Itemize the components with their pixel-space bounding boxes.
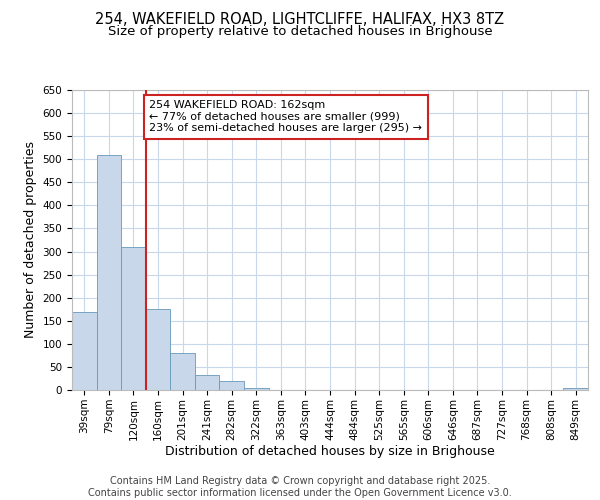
Text: Size of property relative to detached houses in Brighouse: Size of property relative to detached ho… <box>107 25 493 38</box>
X-axis label: Distribution of detached houses by size in Brighouse: Distribution of detached houses by size … <box>165 446 495 458</box>
Text: 254 WAKEFIELD ROAD: 162sqm
← 77% of detached houses are smaller (999)
23% of sem: 254 WAKEFIELD ROAD: 162sqm ← 77% of deta… <box>149 100 422 134</box>
Bar <box>244 388 269 390</box>
Bar <box>170 353 195 390</box>
Bar <box>97 154 121 390</box>
Bar <box>121 247 146 390</box>
Text: Contains HM Land Registry data © Crown copyright and database right 2025.
Contai: Contains HM Land Registry data © Crown c… <box>88 476 512 498</box>
Bar <box>146 309 170 390</box>
Bar <box>195 375 220 390</box>
Bar <box>563 388 588 390</box>
Bar <box>72 312 97 390</box>
Text: 254, WAKEFIELD ROAD, LIGHTCLIFFE, HALIFAX, HX3 8TZ: 254, WAKEFIELD ROAD, LIGHTCLIFFE, HALIFA… <box>95 12 505 28</box>
Bar <box>220 381 244 390</box>
Y-axis label: Number of detached properties: Number of detached properties <box>24 142 37 338</box>
